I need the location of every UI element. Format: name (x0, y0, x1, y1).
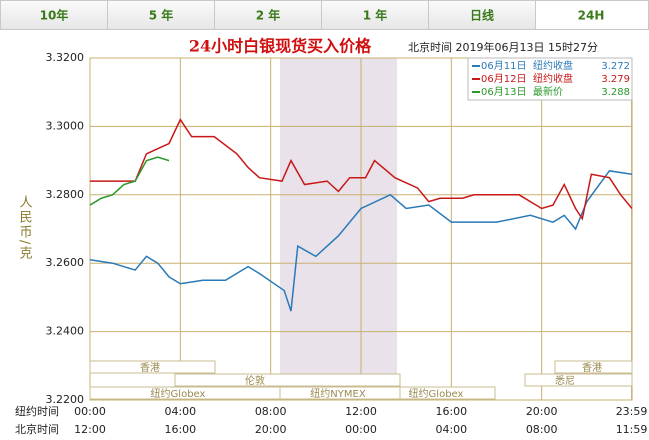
legend-label: 06月12日 (481, 73, 526, 85)
lines (89, 118, 633, 312)
x2-tick-label: 16:00 (164, 423, 196, 436)
tab-active[interactable] (535, 0, 649, 30)
tab-label[interactable]: 10年 (40, 8, 69, 23)
tab-label[interactable]: 2 年 (256, 8, 281, 23)
x2-tick-label: 11:59 (616, 423, 648, 436)
x-tick-label: 08:00 (255, 405, 287, 418)
legend-label: 06月13日 (481, 86, 526, 98)
y-tick-label: 3.2600 (46, 256, 85, 269)
x2-tick-label: 00:00 (345, 423, 377, 436)
legend: 06月11日 纽约收盘 3.272 06月12日 纽约收盘 3.279 06月13日 最新价 3… (472, 59, 630, 98)
y-tick-label: 3.2800 (46, 188, 85, 201)
x2-tick-label: 12:00 (74, 423, 106, 436)
session-label: 纽约NYMEX (310, 387, 366, 400)
tab[interactable] (214, 0, 322, 30)
session-box (174, 373, 401, 387)
session-shade (280, 58, 397, 400)
x2-tick-label: 04:00 (435, 423, 467, 436)
sessions: 香港 香港 伦敦 悉尼 纽约Globex 纽约NYMEX 纽约Globex (89, 360, 633, 400)
x-tick-label: 04:00 (164, 405, 196, 418)
series-line (89, 170, 633, 312)
session-label: 伦敦 (245, 374, 265, 387)
tab[interactable] (107, 0, 215, 30)
session-label: 纽约Globex (151, 387, 206, 400)
series-line (90, 118, 633, 221)
session-label: 悉尼 (555, 375, 575, 387)
session-label: 香港 (582, 362, 602, 374)
x2-tick-label: 08:00 (526, 423, 558, 436)
x-tick-label: 00:00 (74, 405, 106, 418)
y-tick-label: 3.2400 (46, 325, 85, 338)
grid (89, 57, 633, 401)
y-tick-label: 3.3200 (46, 51, 85, 64)
session-box (399, 386, 496, 400)
x-tick-label: 16:00 (435, 405, 467, 418)
x-tick-label: 20:00 (526, 405, 558, 418)
axes: 3.2200 3.2400 3.2600 3.2800 3.3000 3.3200 00:0… (46, 51, 648, 436)
legend-value: 3.279 (601, 74, 630, 85)
legend-value: 3.288 (601, 87, 630, 98)
y-tick-label: 3.2200 (46, 393, 85, 406)
series-line (89, 156, 170, 206)
chart-title: 24小时白银现货买入价格 (189, 37, 372, 56)
tab-label[interactable]: 24H (578, 9, 605, 23)
x2-tick-label: 20:00 (255, 423, 287, 436)
session-box (89, 360, 216, 374)
legend-kind: 最新价 (533, 85, 563, 98)
x2-row-label: 北京时间 (15, 422, 59, 436)
y-axis-title: 人民币/克 (17, 195, 33, 261)
session-box (524, 373, 633, 387)
x-tick-label: 12:00 (345, 405, 377, 418)
session-label: 纽约Globex (409, 387, 464, 400)
tab-label[interactable]: 5 年 (149, 8, 174, 23)
chart-subtitle: 北京时间 2019年06月13日 15时27分 (408, 40, 598, 54)
tab[interactable] (0, 0, 108, 30)
legend-kind: 纽约收盘 (533, 72, 573, 85)
legend-box (467, 57, 633, 101)
y-tick-label: 3.3000 (46, 119, 85, 132)
x-tick-label: 23:59 (616, 405, 648, 418)
tab-label[interactable]: 日线 (470, 8, 494, 23)
legend-kind: 纽约收盘 (533, 59, 573, 72)
tab[interactable] (428, 0, 536, 30)
legend-label: 06月11日 (481, 60, 526, 72)
tab-label[interactable]: 1 年 (363, 8, 388, 23)
tabs: 10年 5 年 2 年 1 年 日线 24H (0, 0, 649, 30)
session-label: 香港 (140, 362, 160, 374)
legend-value: 3.272 (601, 61, 630, 72)
x-row-label: 纽约时间 (15, 404, 59, 418)
session-box (554, 360, 633, 374)
